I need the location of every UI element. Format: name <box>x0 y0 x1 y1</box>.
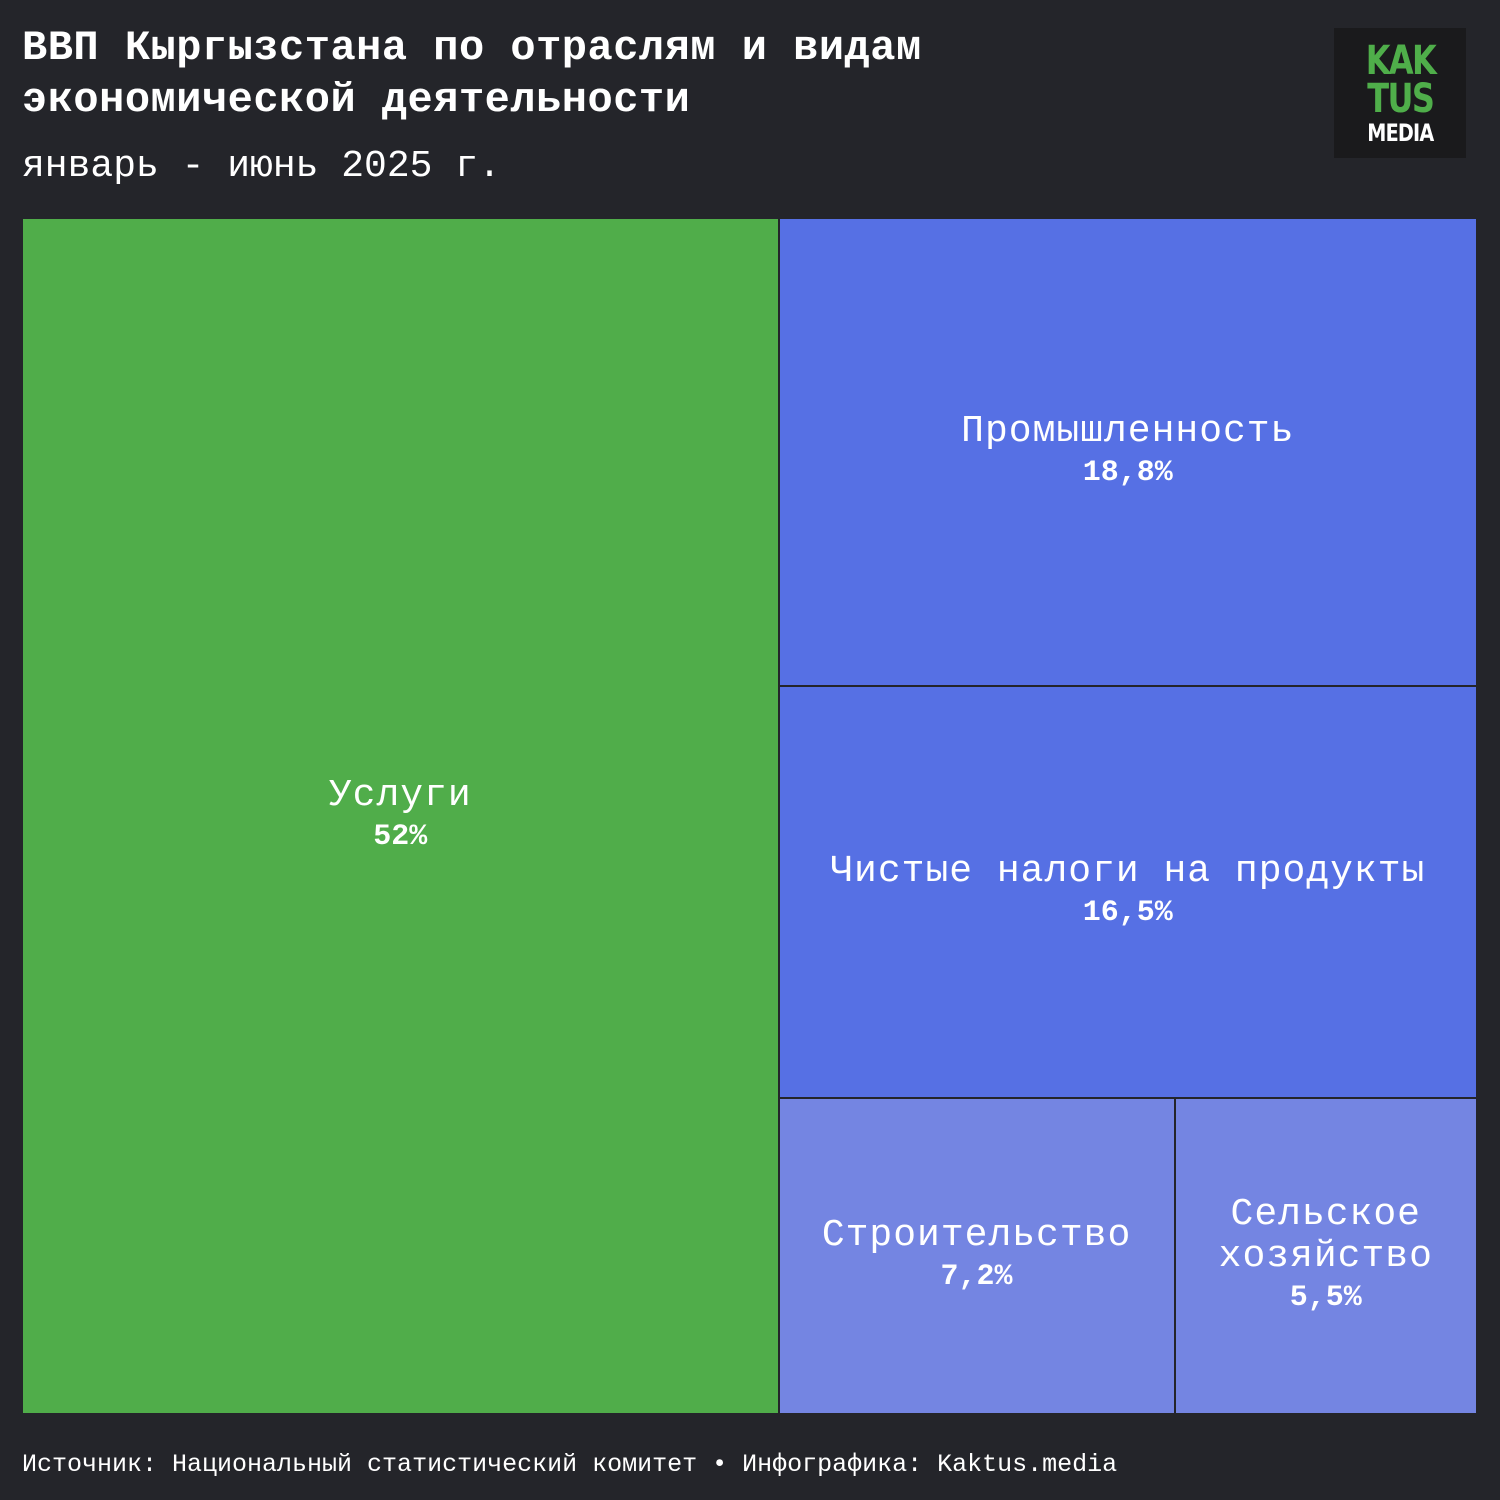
logo-line-2: TUS <box>1366 76 1435 122</box>
tile-value: 7,2% <box>940 1259 1013 1294</box>
tile-label: Чистые налоги на продукты <box>830 849 1426 893</box>
chart-subtitle: январь - июнь 2025 г. <box>22 145 501 188</box>
treemap-tile-1: Услуги 52% <box>22 218 779 1414</box>
source-footer: Источник: Национальный статистический ко… <box>22 1450 1118 1479</box>
tile-label: Строительство <box>821 1213 1132 1257</box>
tile-label: Сельское хозяйство <box>1218 1192 1433 1278</box>
tile-value: 16,5% <box>1082 895 1173 930</box>
treemap-tile-4: Строительство 7,2% <box>778 1097 1175 1414</box>
treemap-tile-5: Сельское хозяйство 5,5% <box>1174 1097 1477 1414</box>
tile-label: Промышленность <box>961 410 1295 454</box>
tile-value: 52% <box>373 820 428 854</box>
treemap-tile-3: Чистые налоги на продукты 16,5% <box>778 686 1477 1098</box>
kaktus-media-logo: KAK TUS MEDIA <box>1334 28 1466 158</box>
logo-line-1: KAK <box>1365 38 1436 84</box>
tile-value: 5,5% <box>1289 1280 1362 1315</box>
tile-value: 18,8% <box>1082 456 1173 491</box>
gdp-treemap: Услуги 52% Промышленность 18,8% Чистые налог… <box>22 218 1477 1414</box>
tile-label: Услуги <box>328 774 472 817</box>
chart-title: ВВП Кыргызстана по отраслям и видам экон… <box>22 24 922 124</box>
treemap-tile-2: Промышленность 18,8% <box>778 218 1477 687</box>
logo-line-3: MEDIA <box>1366 119 1434 147</box>
